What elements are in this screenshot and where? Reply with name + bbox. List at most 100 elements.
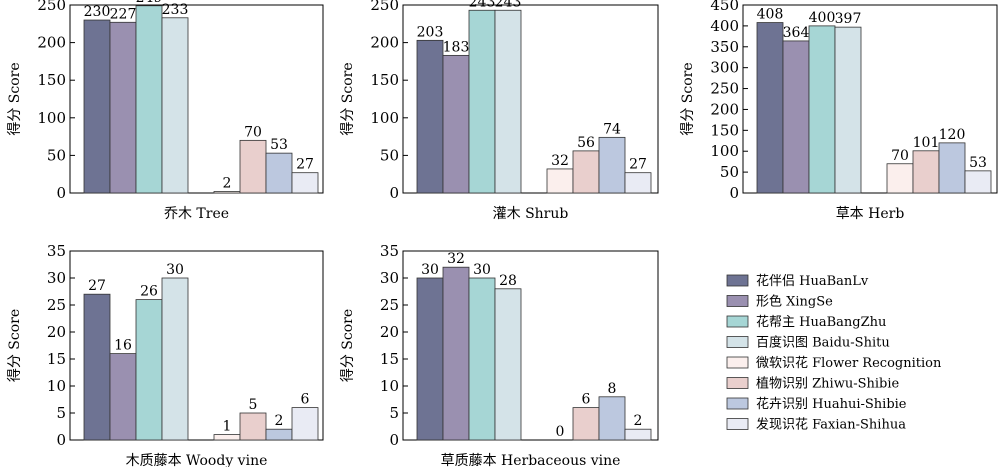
- y-axis-label: 得分 Score: [339, 62, 356, 135]
- data-label: 101: [913, 135, 940, 151]
- y-tick-label: 300: [710, 59, 739, 77]
- data-label: 27: [88, 278, 106, 294]
- y-axis-label: 得分 Score: [6, 62, 23, 135]
- bar: [291, 407, 319, 441]
- y-tick-label: 0: [56, 184, 66, 202]
- x-axis-label: 草质藤本 Herbaceous vine: [441, 453, 621, 467]
- legend-label: 花卉识别 Huahui-Shibie: [756, 396, 907, 412]
- data-label: 32: [447, 251, 465, 267]
- bar: [135, 5, 163, 194]
- data-label: 203: [417, 24, 444, 40]
- legend-swatch: [726, 418, 749, 430]
- y-tick-label: 350: [710, 38, 739, 56]
- y-axis-label: 得分 Score: [339, 309, 356, 382]
- data-label: 397: [835, 11, 862, 27]
- data-label: 227: [110, 6, 137, 22]
- plot-frame: [402, 4, 659, 194]
- bar: [239, 139, 267, 194]
- bar: [83, 293, 111, 441]
- y-tick-label: 35: [380, 242, 399, 260]
- bar: [109, 21, 137, 194]
- y-tick-label: 25: [380, 296, 399, 314]
- data-label: 32: [551, 153, 569, 169]
- y-tick-label: 200: [370, 34, 399, 52]
- data-label: 183: [443, 39, 470, 55]
- data-label: 16: [114, 338, 132, 354]
- data-label: 230: [84, 4, 111, 20]
- y-tick-label: 30: [47, 269, 66, 287]
- bar: [291, 172, 319, 194]
- y-tick-label: 400: [710, 17, 739, 35]
- bar: [782, 40, 810, 194]
- bar: [213, 191, 241, 194]
- data-label: 8: [608, 381, 617, 397]
- y-axis-label: 得分 Score: [679, 62, 696, 135]
- data-label: 6: [301, 392, 310, 408]
- bar: [912, 150, 940, 194]
- y-tick-label: 200: [37, 34, 66, 52]
- legend-swatch: [726, 274, 749, 287]
- bar: [572, 150, 600, 194]
- y-tick-label: 5: [389, 404, 399, 422]
- legend-label: 植物识别 Zhiwu-Shibie: [756, 377, 900, 392]
- bar: [265, 152, 293, 194]
- legend-label: 花伴侣 HuaBanLv: [756, 273, 869, 289]
- data-label: 30: [421, 262, 439, 278]
- legend-swatch: [726, 397, 749, 410]
- data-label: 74: [603, 121, 621, 137]
- x-axis-label: 木质藤本 Woody vine: [126, 453, 268, 467]
- bar: [808, 25, 836, 194]
- legend-label: 微软识花 Flower Recognition: [756, 355, 942, 371]
- data-label: 1: [223, 419, 232, 435]
- legend-label: 形色 XingSe: [756, 294, 833, 310]
- data-label: 2: [275, 413, 284, 429]
- bar: [442, 266, 470, 441]
- legend-label: 发现识花 Faxian-Shihua: [756, 417, 906, 433]
- bar: [265, 428, 293, 441]
- plot-frame: [742, 4, 998, 194]
- bar: [416, 39, 444, 194]
- bar: [834, 26, 862, 194]
- data-label: 53: [969, 155, 987, 171]
- data-label: 0: [556, 424, 565, 440]
- data-label: 2: [223, 175, 232, 191]
- data-label: 30: [473, 262, 491, 278]
- bar: [494, 9, 522, 194]
- y-tick-label: 0: [389, 431, 399, 449]
- bar: [161, 277, 189, 441]
- y-tick-label: 150: [710, 121, 739, 139]
- y-tick-label: 25: [47, 296, 66, 314]
- bar: [161, 17, 189, 194]
- bar: [546, 168, 574, 194]
- plot-frame: [69, 4, 324, 194]
- legend: 花伴侣 HuaBanLv 形色 XingSe 花帮主 HuaBangZhu 百度识图 …: [726, 273, 942, 433]
- legend-label: 百度识图 Baidu-Shitu: [756, 335, 890, 351]
- y-tick-label: 30: [380, 269, 399, 287]
- legend-swatch: [726, 356, 749, 369]
- y-tick-label: 15: [47, 350, 66, 368]
- y-tick-label: 250: [37, 0, 66, 14]
- x-axis-label: 草本 Herb: [836, 206, 905, 222]
- bar: [964, 170, 992, 194]
- bar: [83, 19, 111, 194]
- data-label: 26: [140, 284, 158, 300]
- plot-frame: [69, 250, 324, 441]
- y-tick-label: 0: [56, 431, 66, 449]
- bar: [213, 434, 241, 441]
- data-label: 53: [270, 137, 288, 153]
- bar: [598, 136, 626, 194]
- bar: [135, 299, 163, 441]
- y-tick-label: 250: [710, 80, 739, 98]
- data-label: 408: [757, 7, 784, 23]
- data-label: 243: [469, 0, 496, 10]
- legend-swatch: [726, 295, 749, 307]
- data-label: 243: [495, 0, 522, 10]
- data-label: 6: [582, 392, 591, 408]
- bar: [442, 54, 470, 194]
- y-tick-label: 0: [729, 184, 739, 202]
- bar: [886, 163, 914, 194]
- y-tick-label: 150: [370, 71, 399, 89]
